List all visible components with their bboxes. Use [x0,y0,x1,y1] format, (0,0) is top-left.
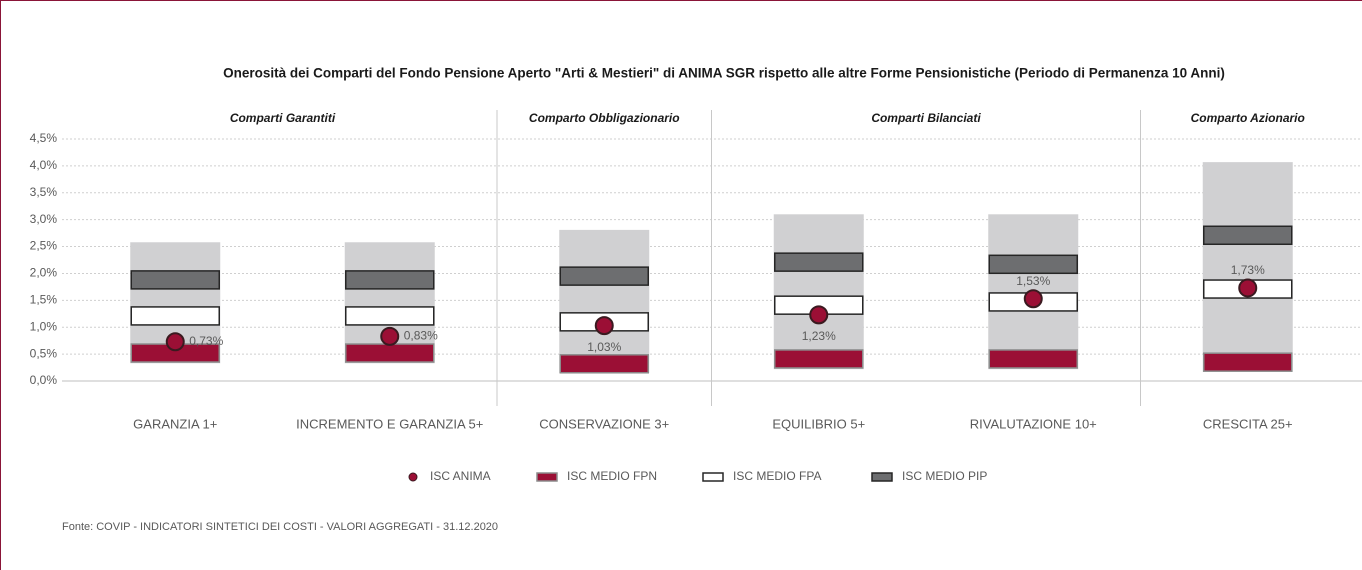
y-tick-label: 2,0% [30,266,58,280]
group-label: Comparti Garantiti [230,111,336,125]
y-tick-label: 1,5% [30,293,58,307]
legend-swatch [702,472,724,482]
x-tick-label: RIVALUTAZIONE 10+ [970,416,1097,431]
range-bar [559,229,650,373]
legend-label: ISC MEDIO FPN [567,469,657,483]
marker-dot [165,332,185,352]
data-label: 0,83% [404,329,438,343]
x-tick-label: INCREMENTO E GARANZIA 5+ [296,416,483,431]
y-tick-label: 0,5% [30,346,58,360]
x-tick-label: EQUILIBRIO 5+ [772,416,865,431]
chart-title: Onerosità dei Comparti del Fondo Pension… [223,66,1225,81]
marker-box [130,306,220,326]
legend-label: ISC MEDIO PIP [902,469,987,483]
marker-box [345,343,435,363]
legend-label: ISC ANIMA [430,469,491,483]
x-tick-label: GARANZIA 1+ [133,416,217,431]
legend-label: ISC MEDIO FPA [733,469,821,483]
marker-dot [809,305,829,325]
y-tick-label: 4,0% [30,158,58,172]
y-tick-label: 0,0% [30,373,58,387]
marker-box [559,266,649,286]
marker-box [345,270,435,290]
marker-dot [1023,289,1043,309]
marker-box [130,270,220,290]
marker-box [774,252,864,272]
y-tick-label: 3,5% [30,185,58,199]
range-bar [1202,162,1293,372]
group-label: Comparto Obbligazionario [529,111,680,125]
x-tick-label: CRESCITA 25+ [1203,416,1293,431]
marker-dot [1238,278,1258,298]
x-tick-label: CONSERVAZIONE 3+ [539,416,669,431]
y-tick-label: 4,5% [30,131,58,145]
y-tick-label: 1,0% [30,319,58,333]
group-label: Comparto Azionario [1191,111,1305,125]
data-label: 1,53% [1016,274,1050,288]
source-note: Fonte: COVIP - INDICATORI SINTETICI DEI … [62,521,498,533]
data-label: 0,73% [189,334,223,348]
marker-box [345,306,435,326]
marker-box [988,349,1078,369]
marker-box [774,349,864,369]
legend-swatch [408,472,418,482]
marker-dot [380,326,400,346]
marker-dot [594,316,614,336]
marker-box [988,254,1078,275]
data-label: 1,03% [587,340,621,354]
marker-box [559,354,649,374]
marker-box [1203,225,1293,246]
marker-box [1203,352,1293,372]
legend-swatch [871,472,893,482]
y-tick-label: 3,0% [30,212,58,226]
range-bar [773,214,864,370]
data-label: 1,23% [802,329,836,343]
legend-swatch [536,472,558,482]
y-tick-label: 2,5% [30,239,58,253]
group-label: Comparti Bilanciati [871,111,981,125]
data-label: 1,73% [1231,263,1265,277]
